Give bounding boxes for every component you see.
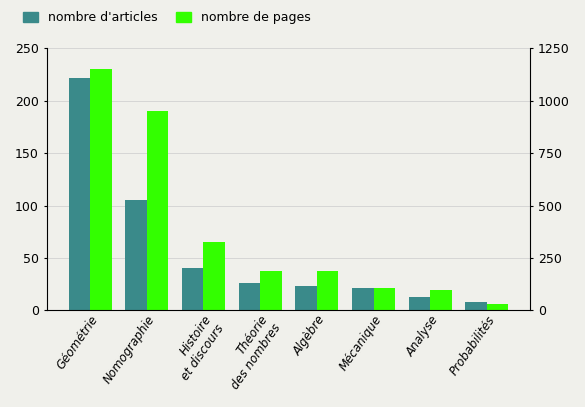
Bar: [239, 283, 260, 311]
Bar: [430, 291, 452, 311]
Bar: [90, 70, 112, 311]
Bar: [352, 289, 374, 311]
Bar: [147, 112, 168, 311]
Bar: [317, 271, 338, 311]
Bar: [125, 200, 147, 311]
Bar: [409, 297, 430, 311]
Bar: [466, 302, 487, 311]
Bar: [295, 286, 317, 311]
Bar: [374, 289, 395, 311]
Bar: [487, 304, 508, 311]
Bar: [68, 78, 90, 311]
Bar: [260, 271, 282, 311]
Bar: [204, 242, 225, 311]
Legend: nombre d'articles, nombre de pages: nombre d'articles, nombre de pages: [18, 6, 316, 29]
Bar: [182, 269, 204, 311]
